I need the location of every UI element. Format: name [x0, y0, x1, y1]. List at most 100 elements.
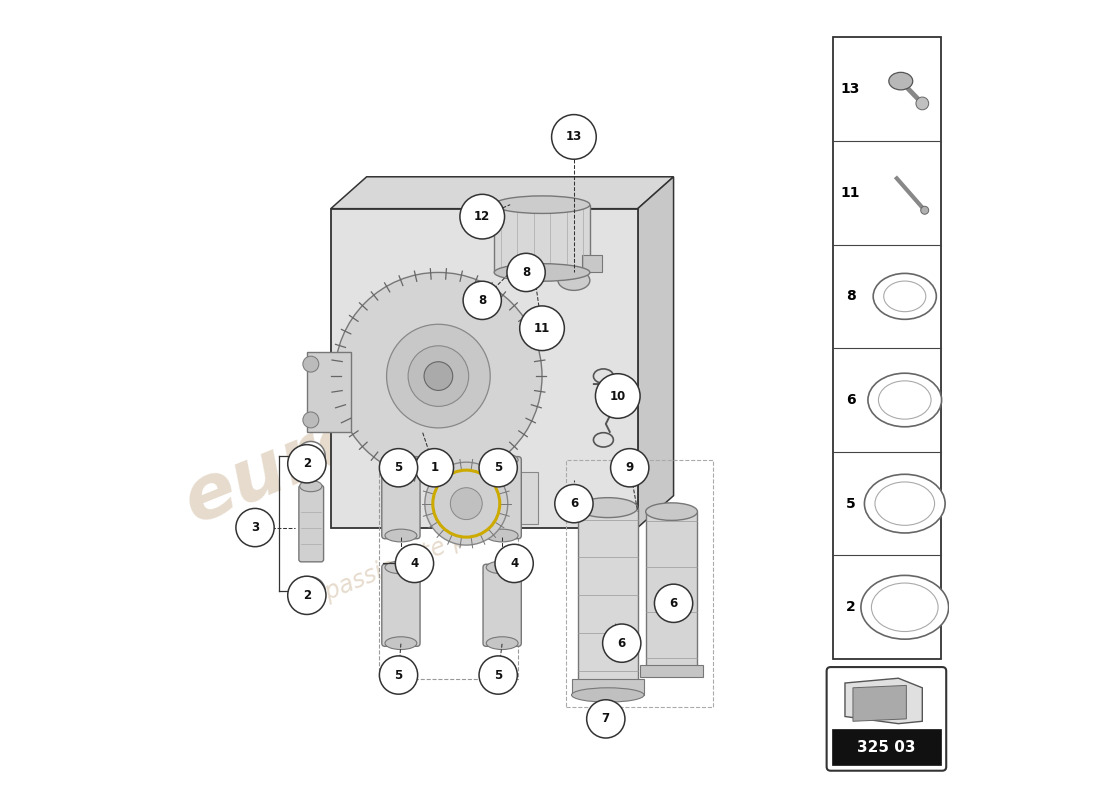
Text: 6: 6: [846, 393, 856, 407]
FancyBboxPatch shape: [382, 457, 420, 538]
FancyBboxPatch shape: [382, 564, 420, 646]
Text: 7: 7: [602, 712, 609, 726]
Ellipse shape: [572, 688, 645, 702]
Text: 5: 5: [395, 462, 403, 474]
Text: 5: 5: [494, 669, 503, 682]
FancyBboxPatch shape: [299, 486, 323, 562]
Text: 6: 6: [617, 637, 626, 650]
Text: 8: 8: [522, 266, 530, 279]
FancyBboxPatch shape: [833, 729, 940, 765]
Ellipse shape: [868, 374, 942, 426]
Polygon shape: [845, 678, 922, 724]
FancyBboxPatch shape: [307, 352, 351, 432]
FancyBboxPatch shape: [833, 38, 940, 659]
Text: a passionate parts since 1985: a passionate parts since 1985: [301, 458, 639, 613]
Ellipse shape: [486, 561, 518, 574]
Text: 8: 8: [846, 290, 856, 303]
Circle shape: [554, 485, 593, 522]
Text: 9: 9: [626, 462, 634, 474]
Ellipse shape: [873, 274, 936, 319]
FancyBboxPatch shape: [483, 564, 521, 646]
Text: 10: 10: [609, 390, 626, 402]
Circle shape: [495, 544, 534, 582]
FancyBboxPatch shape: [483, 457, 521, 538]
Circle shape: [425, 462, 508, 545]
Circle shape: [478, 656, 517, 694]
Circle shape: [463, 282, 502, 319]
Circle shape: [424, 362, 453, 390]
Text: 13: 13: [840, 82, 860, 96]
Circle shape: [288, 445, 326, 483]
Ellipse shape: [385, 637, 417, 650]
Text: 11: 11: [840, 186, 860, 200]
FancyBboxPatch shape: [578, 508, 638, 683]
Ellipse shape: [486, 529, 518, 542]
Circle shape: [302, 356, 319, 372]
Circle shape: [386, 324, 491, 428]
Circle shape: [408, 346, 469, 406]
Text: 5: 5: [395, 669, 403, 682]
Ellipse shape: [302, 583, 319, 599]
FancyBboxPatch shape: [582, 255, 602, 273]
Circle shape: [379, 656, 418, 694]
FancyBboxPatch shape: [331, 209, 638, 527]
Circle shape: [551, 114, 596, 159]
Text: 8: 8: [478, 294, 486, 307]
Circle shape: [334, 273, 542, 480]
Ellipse shape: [297, 442, 326, 470]
Ellipse shape: [299, 481, 322, 492]
Circle shape: [460, 194, 505, 239]
Text: 5: 5: [494, 462, 503, 474]
Text: 13: 13: [565, 130, 582, 143]
Text: 2: 2: [846, 600, 856, 614]
Ellipse shape: [865, 474, 945, 533]
Circle shape: [519, 306, 564, 350]
Circle shape: [507, 254, 546, 291]
Polygon shape: [638, 177, 673, 527]
Text: 12: 12: [474, 210, 491, 223]
Ellipse shape: [302, 448, 319, 464]
Polygon shape: [852, 686, 906, 722]
Circle shape: [416, 449, 453, 487]
Ellipse shape: [578, 498, 638, 518]
FancyBboxPatch shape: [640, 665, 703, 678]
Circle shape: [478, 449, 517, 487]
Ellipse shape: [646, 503, 697, 520]
Text: 4: 4: [410, 557, 419, 570]
Circle shape: [654, 584, 693, 622]
Text: 11: 11: [534, 322, 550, 334]
Circle shape: [595, 374, 640, 418]
Ellipse shape: [494, 264, 590, 282]
Ellipse shape: [385, 454, 417, 466]
Ellipse shape: [486, 454, 518, 466]
Text: 6: 6: [670, 597, 678, 610]
Ellipse shape: [861, 575, 948, 639]
Text: 1: 1: [430, 462, 439, 474]
FancyBboxPatch shape: [494, 205, 590, 273]
Ellipse shape: [916, 97, 928, 110]
Ellipse shape: [385, 561, 417, 574]
Circle shape: [450, 488, 482, 519]
Ellipse shape: [297, 577, 326, 606]
Circle shape: [610, 449, 649, 487]
Ellipse shape: [558, 270, 590, 290]
Text: 2: 2: [302, 589, 311, 602]
Ellipse shape: [879, 381, 931, 419]
Ellipse shape: [871, 583, 938, 631]
Circle shape: [288, 576, 326, 614]
Circle shape: [302, 412, 319, 428]
Text: 325 03: 325 03: [857, 740, 915, 755]
Ellipse shape: [883, 281, 926, 312]
FancyBboxPatch shape: [447, 472, 538, 523]
Circle shape: [586, 700, 625, 738]
Ellipse shape: [385, 529, 417, 542]
Text: eurospares: eurospares: [173, 294, 640, 538]
Text: 4: 4: [510, 557, 518, 570]
FancyBboxPatch shape: [826, 667, 946, 770]
Ellipse shape: [889, 72, 913, 90]
Ellipse shape: [874, 482, 935, 526]
Text: 6: 6: [570, 497, 578, 510]
Circle shape: [235, 509, 274, 546]
Text: 3: 3: [251, 521, 260, 534]
FancyBboxPatch shape: [646, 512, 697, 667]
